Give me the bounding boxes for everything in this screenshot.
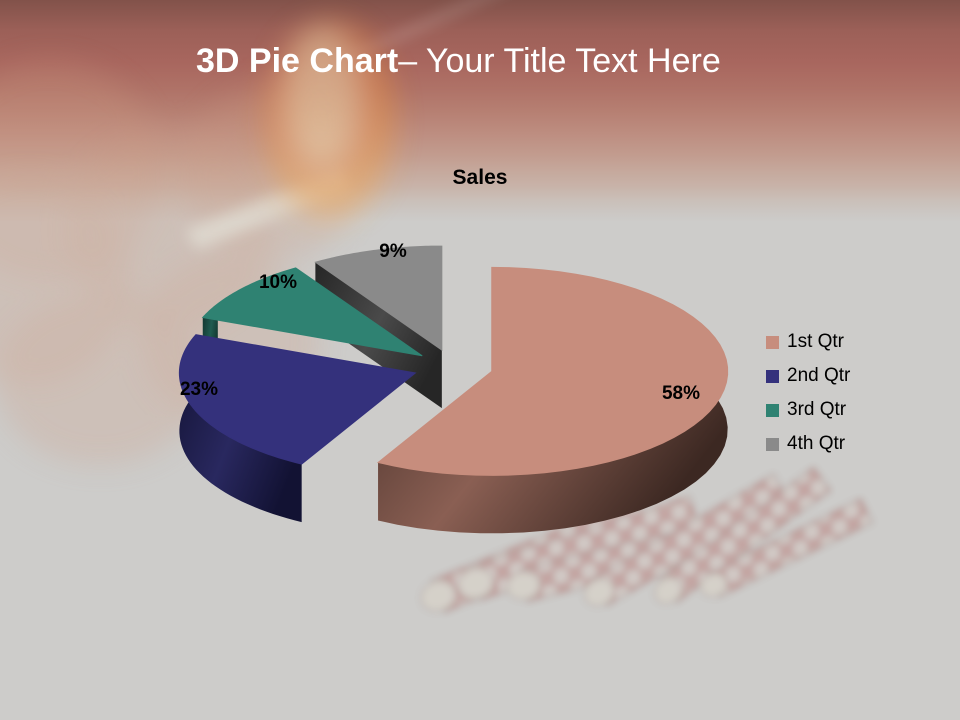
svg-text:58%: 58% (662, 383, 700, 404)
svg-text:23%: 23% (180, 379, 218, 400)
svg-text:10%: 10% (259, 272, 297, 293)
svg-text:9%: 9% (379, 241, 407, 262)
